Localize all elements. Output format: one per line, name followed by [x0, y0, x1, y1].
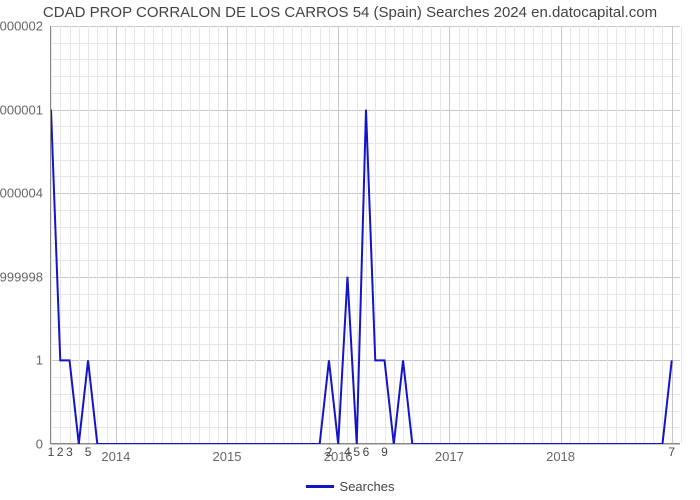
series-point-label: 4	[344, 443, 351, 459]
x-tick-label: 2018	[546, 443, 575, 464]
series-point-label: 2	[326, 443, 333, 459]
y-tick-label: 4.000000000000001	[0, 102, 51, 117]
series-point-label: 2	[57, 443, 64, 459]
series-point-label: 9	[381, 443, 388, 459]
legend: Searches	[0, 479, 700, 494]
x-tick-label: 2015	[213, 443, 242, 464]
series-point-label: 1	[48, 443, 55, 459]
y-tick-label: 3.0000000000000004	[0, 186, 51, 201]
series-point-label: 5	[85, 443, 92, 459]
series-point-label: 7	[668, 443, 675, 459]
x-gridline-minor	[681, 26, 682, 443]
series-point-label: 6	[363, 443, 370, 459]
y-tick-label: 1.9999999999999998	[0, 269, 51, 284]
x-tick-label: 2014	[101, 443, 130, 464]
x-tick-label: 2017	[435, 443, 464, 464]
series-line	[51, 26, 681, 444]
legend-label: Searches	[340, 479, 395, 494]
y-tick-label: 1	[36, 353, 51, 368]
legend-swatch	[306, 485, 334, 488]
series-point-label: 3	[66, 443, 73, 459]
y-tick-label: 5.000000000000002	[0, 19, 51, 34]
chart-title: CDAD PROP CORRALON DE LOS CARROS 54 (Spa…	[0, 4, 700, 21]
chart-plot-area: 011.99999999999999983.00000000000000044.…	[50, 26, 680, 444]
series-point-label: 5	[353, 443, 360, 459]
